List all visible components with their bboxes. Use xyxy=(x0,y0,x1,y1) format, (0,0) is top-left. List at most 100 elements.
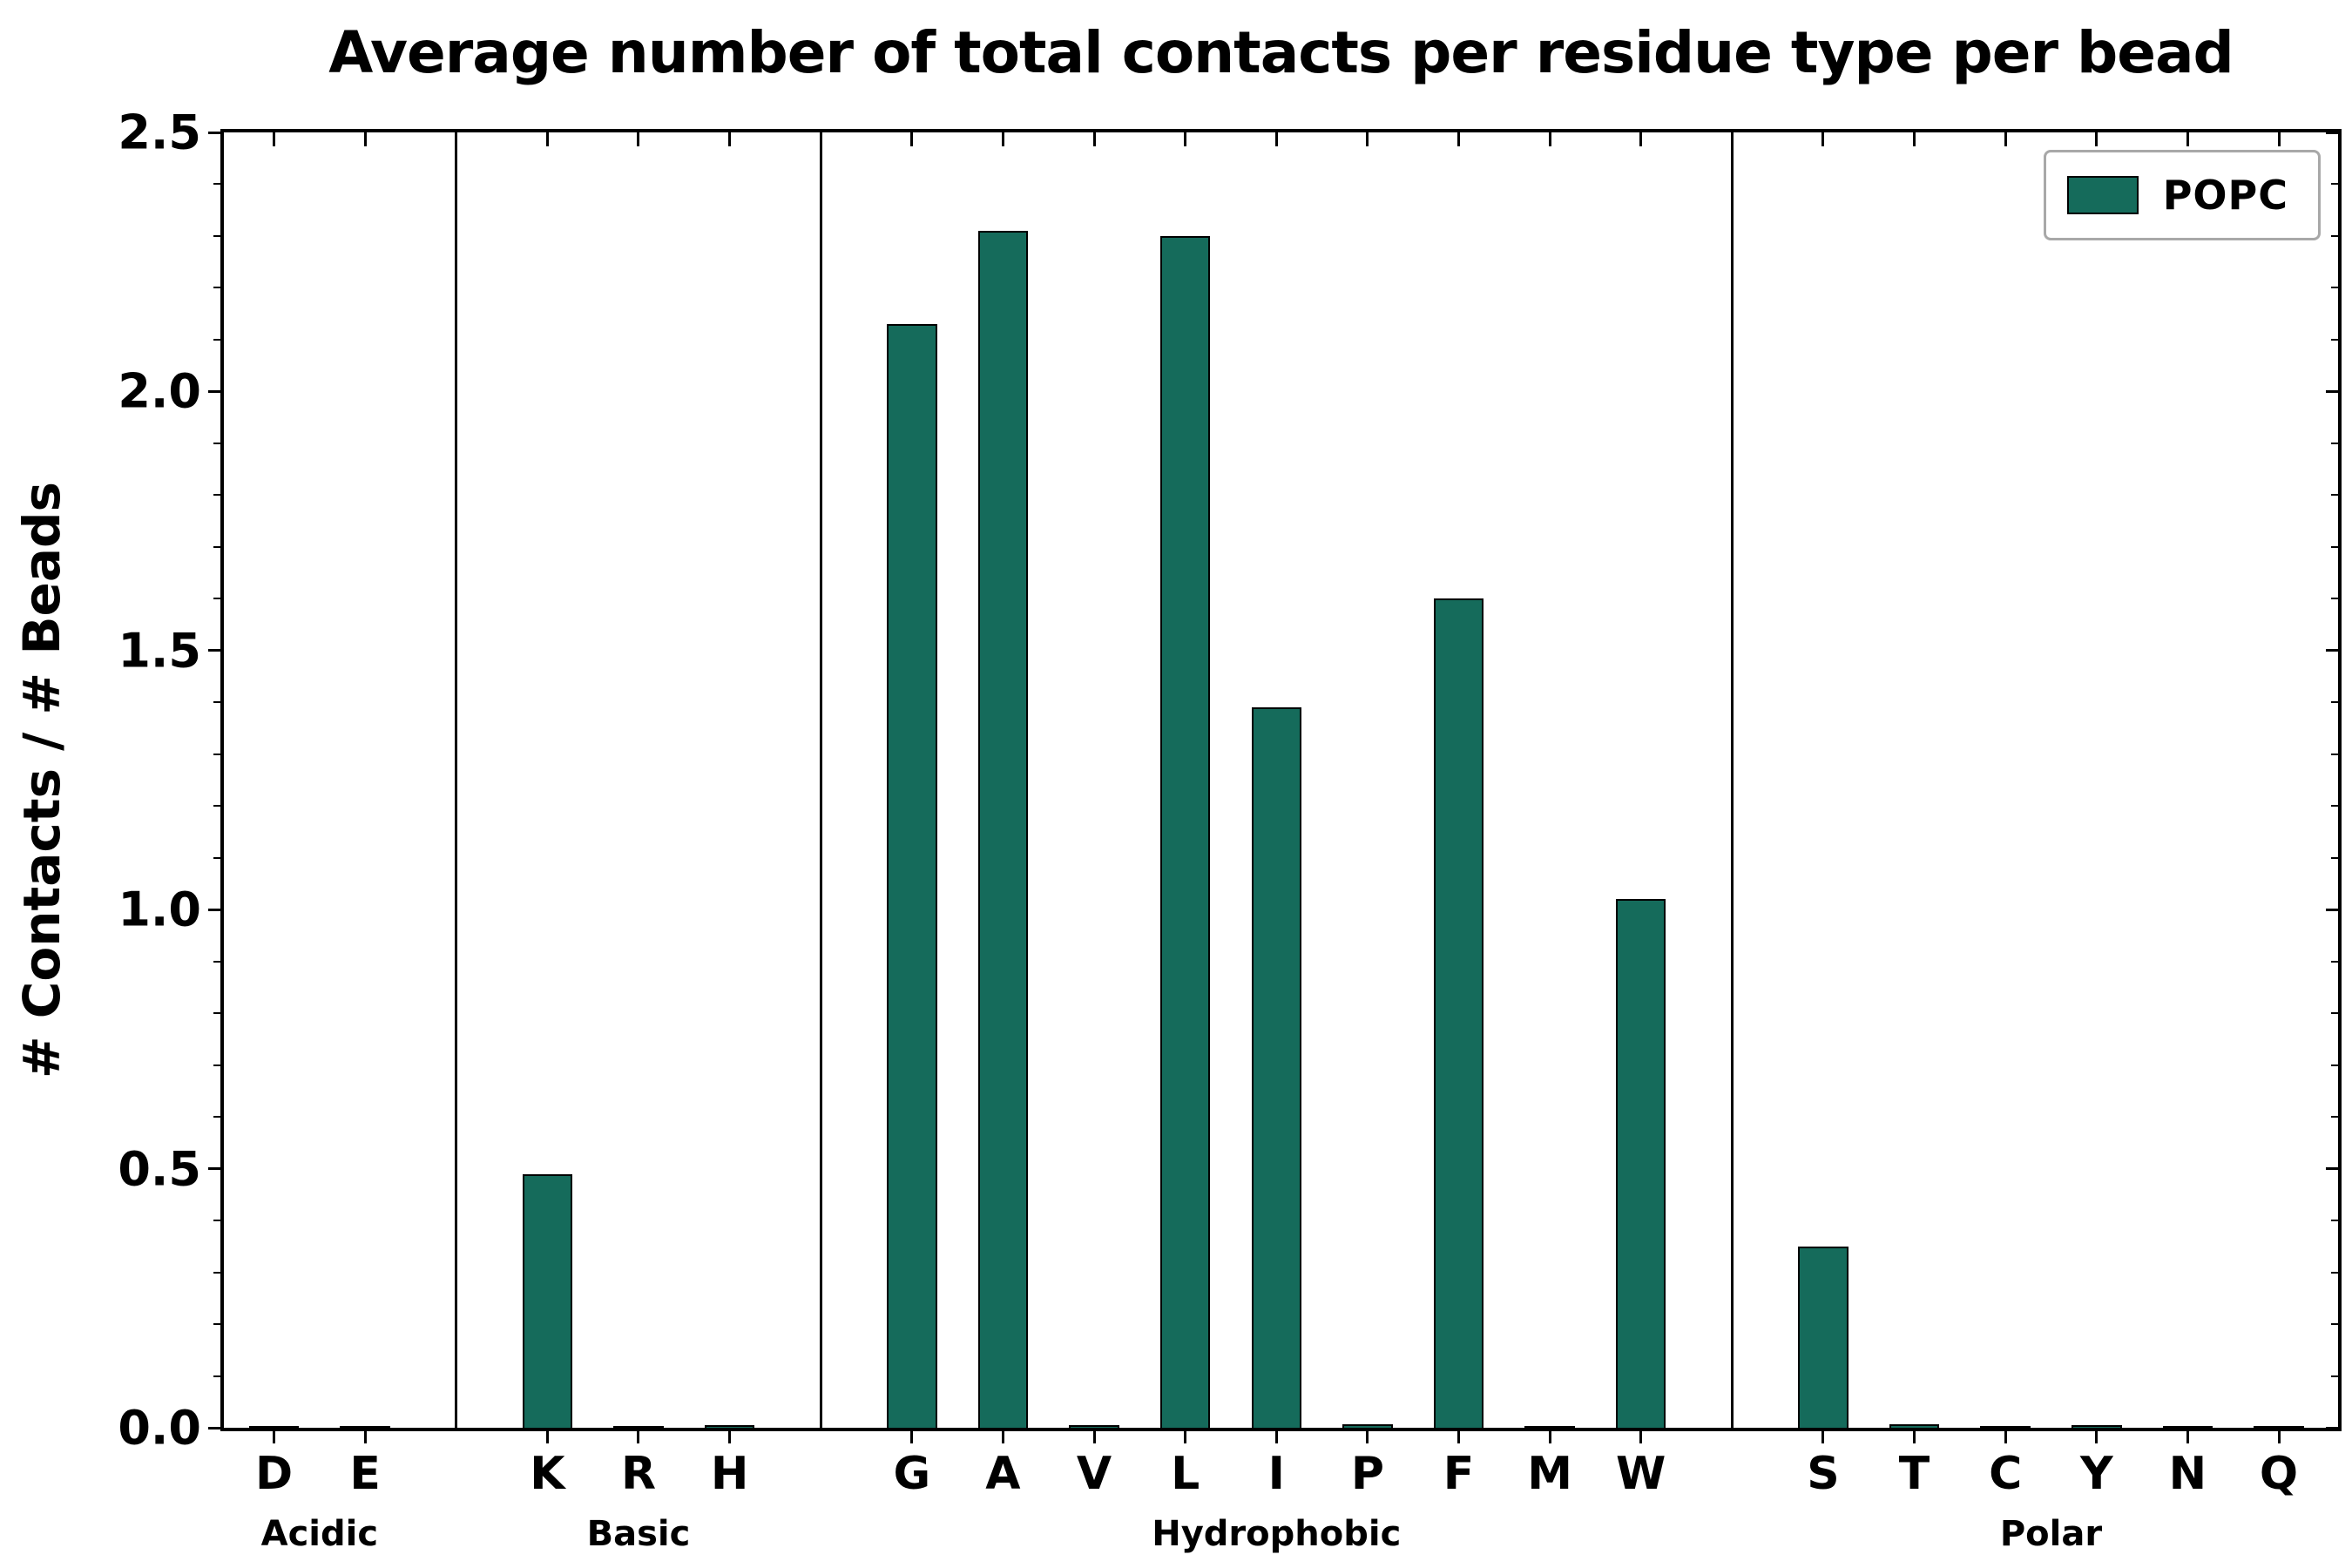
x-tick-top-R xyxy=(637,132,640,146)
bar-V xyxy=(1069,1425,1119,1428)
x-tick-label-Q: Q xyxy=(2259,1448,2299,1500)
legend: POPC xyxy=(2043,150,2321,240)
x-tick-label-D: D xyxy=(254,1448,294,1500)
x-tick-label-M: M xyxy=(1527,1448,1572,1500)
y-minor-tick xyxy=(2331,1375,2338,1377)
x-tick-label-R: R xyxy=(620,1448,657,1500)
x-tick-label-N: N xyxy=(2168,1448,2207,1500)
x-tick-bottom-D xyxy=(273,1431,276,1443)
y-minor-tick xyxy=(213,545,220,548)
x-tick-label-P: P xyxy=(1350,1448,1384,1500)
x-tick-bottom-I xyxy=(1274,1431,1278,1443)
x-tick-label-C: C xyxy=(1989,1448,2023,1500)
y-tick-label-0.5: 0.5 xyxy=(118,1141,201,1197)
group-label-polar: Polar xyxy=(1999,1514,2103,1554)
x-tick-top-F xyxy=(1456,132,1460,146)
chart-title: Average number of total contacts per res… xyxy=(328,19,2234,86)
x-tick-bottom-C xyxy=(2004,1431,2007,1443)
x-tick-label-S: S xyxy=(1807,1448,1840,1500)
y-minor-tick xyxy=(2331,701,2338,704)
bar-D xyxy=(248,1425,300,1428)
y-minor-tick xyxy=(213,1375,220,1377)
y-minor-tick xyxy=(213,701,220,704)
x-tick-top-Y xyxy=(2095,132,2099,146)
x-tick-top-C xyxy=(2004,132,2007,146)
group-label-acidic: Acidic xyxy=(260,1514,379,1554)
y-minor-tick xyxy=(213,753,220,755)
y-minor-tick xyxy=(213,1271,220,1274)
y-minor-tick xyxy=(213,1012,220,1015)
y-minor-tick xyxy=(213,183,220,186)
x-tick-label-T: T xyxy=(1898,1448,1930,1500)
x-tick-top-G xyxy=(910,132,914,146)
y-tick-label-1.0: 1.0 xyxy=(118,882,201,937)
x-tick-bottom-P xyxy=(1366,1431,1369,1443)
y-minor-tick xyxy=(2331,805,2338,808)
y-major-tick xyxy=(2326,649,2338,652)
x-tick-top-I xyxy=(1274,132,1278,146)
y-minor-tick xyxy=(2331,960,2338,963)
x-tick-top-H xyxy=(728,132,732,146)
x-tick-top-V xyxy=(1092,132,1096,146)
bar-K xyxy=(522,1173,573,1428)
bar-H xyxy=(704,1425,755,1428)
y-tick-label-2.5: 2.5 xyxy=(118,105,201,160)
group-label-hydrophobic: Hydrophobic xyxy=(1152,1514,1402,1554)
y-major-tick xyxy=(208,389,220,393)
bar-G xyxy=(887,324,937,1428)
y-minor-tick xyxy=(213,805,220,808)
x-tick-label-L: L xyxy=(1171,1448,1200,1500)
y-minor-tick xyxy=(2331,183,2338,186)
y-minor-tick xyxy=(213,1116,220,1119)
x-tick-label-I: I xyxy=(1267,1448,1285,1500)
y-minor-tick xyxy=(2331,1012,2338,1015)
y-minor-tick xyxy=(2331,1220,2338,1222)
y-major-tick xyxy=(208,1426,220,1429)
x-tick-top-A xyxy=(1001,132,1004,146)
bar-M xyxy=(1524,1426,1575,1428)
y-minor-tick xyxy=(2331,287,2338,289)
x-tick-label-V: V xyxy=(1076,1448,1112,1500)
x-tick-bottom-M xyxy=(1548,1431,1551,1443)
y-tick-label-0.0: 0.0 xyxy=(118,1400,201,1456)
bar-T xyxy=(1889,1424,1940,1428)
x-tick-top-N xyxy=(2186,132,2189,146)
x-tick-top-L xyxy=(1184,132,1187,146)
y-major-tick xyxy=(2326,1167,2338,1171)
y-minor-tick xyxy=(2331,338,2338,341)
x-tick-top-Q xyxy=(2277,132,2281,146)
y-major-tick xyxy=(2326,131,2338,134)
group-separator-line xyxy=(1730,132,1734,1428)
x-tick-top-D xyxy=(273,132,276,146)
bar-I xyxy=(1251,707,1302,1428)
x-tick-label-G: G xyxy=(893,1448,931,1500)
bar-F xyxy=(1433,598,1484,1428)
x-axis-group-labels: Acidic Basic Hydrophobic Polar xyxy=(224,1514,2338,1558)
y-axis-label: # Contacts / # Beads xyxy=(12,481,71,1079)
x-tick-top-K xyxy=(545,132,549,146)
bar-R xyxy=(613,1426,664,1428)
y-minor-tick xyxy=(213,1064,220,1066)
y-minor-tick xyxy=(2331,234,2338,237)
x-tick-bottom-L xyxy=(1184,1431,1187,1443)
group-separator-line xyxy=(455,132,458,1428)
y-minor-tick xyxy=(2331,1116,2338,1119)
x-tick-bottom-T xyxy=(1913,1431,1916,1443)
x-tick-label-Y: Y xyxy=(2079,1448,2113,1500)
x-tick-bottom-Q xyxy=(2277,1431,2281,1443)
bar-Q xyxy=(2254,1426,2304,1428)
y-minor-tick xyxy=(2331,856,2338,859)
x-tick-top-S xyxy=(1821,132,1825,146)
x-tick-bottom-H xyxy=(728,1431,732,1443)
x-tick-label-A: A xyxy=(985,1448,1021,1500)
bar-P xyxy=(1342,1423,1393,1428)
legend-label: POPC xyxy=(2162,172,2288,219)
y-minor-tick xyxy=(2331,1064,2338,1066)
y-major-tick xyxy=(2326,1426,2338,1429)
x-tick-bottom-W xyxy=(1639,1431,1643,1443)
y-minor-tick xyxy=(213,1220,220,1222)
y-minor-tick xyxy=(2331,598,2338,600)
x-tick-label-E: E xyxy=(349,1448,381,1500)
y-minor-tick xyxy=(213,856,220,859)
